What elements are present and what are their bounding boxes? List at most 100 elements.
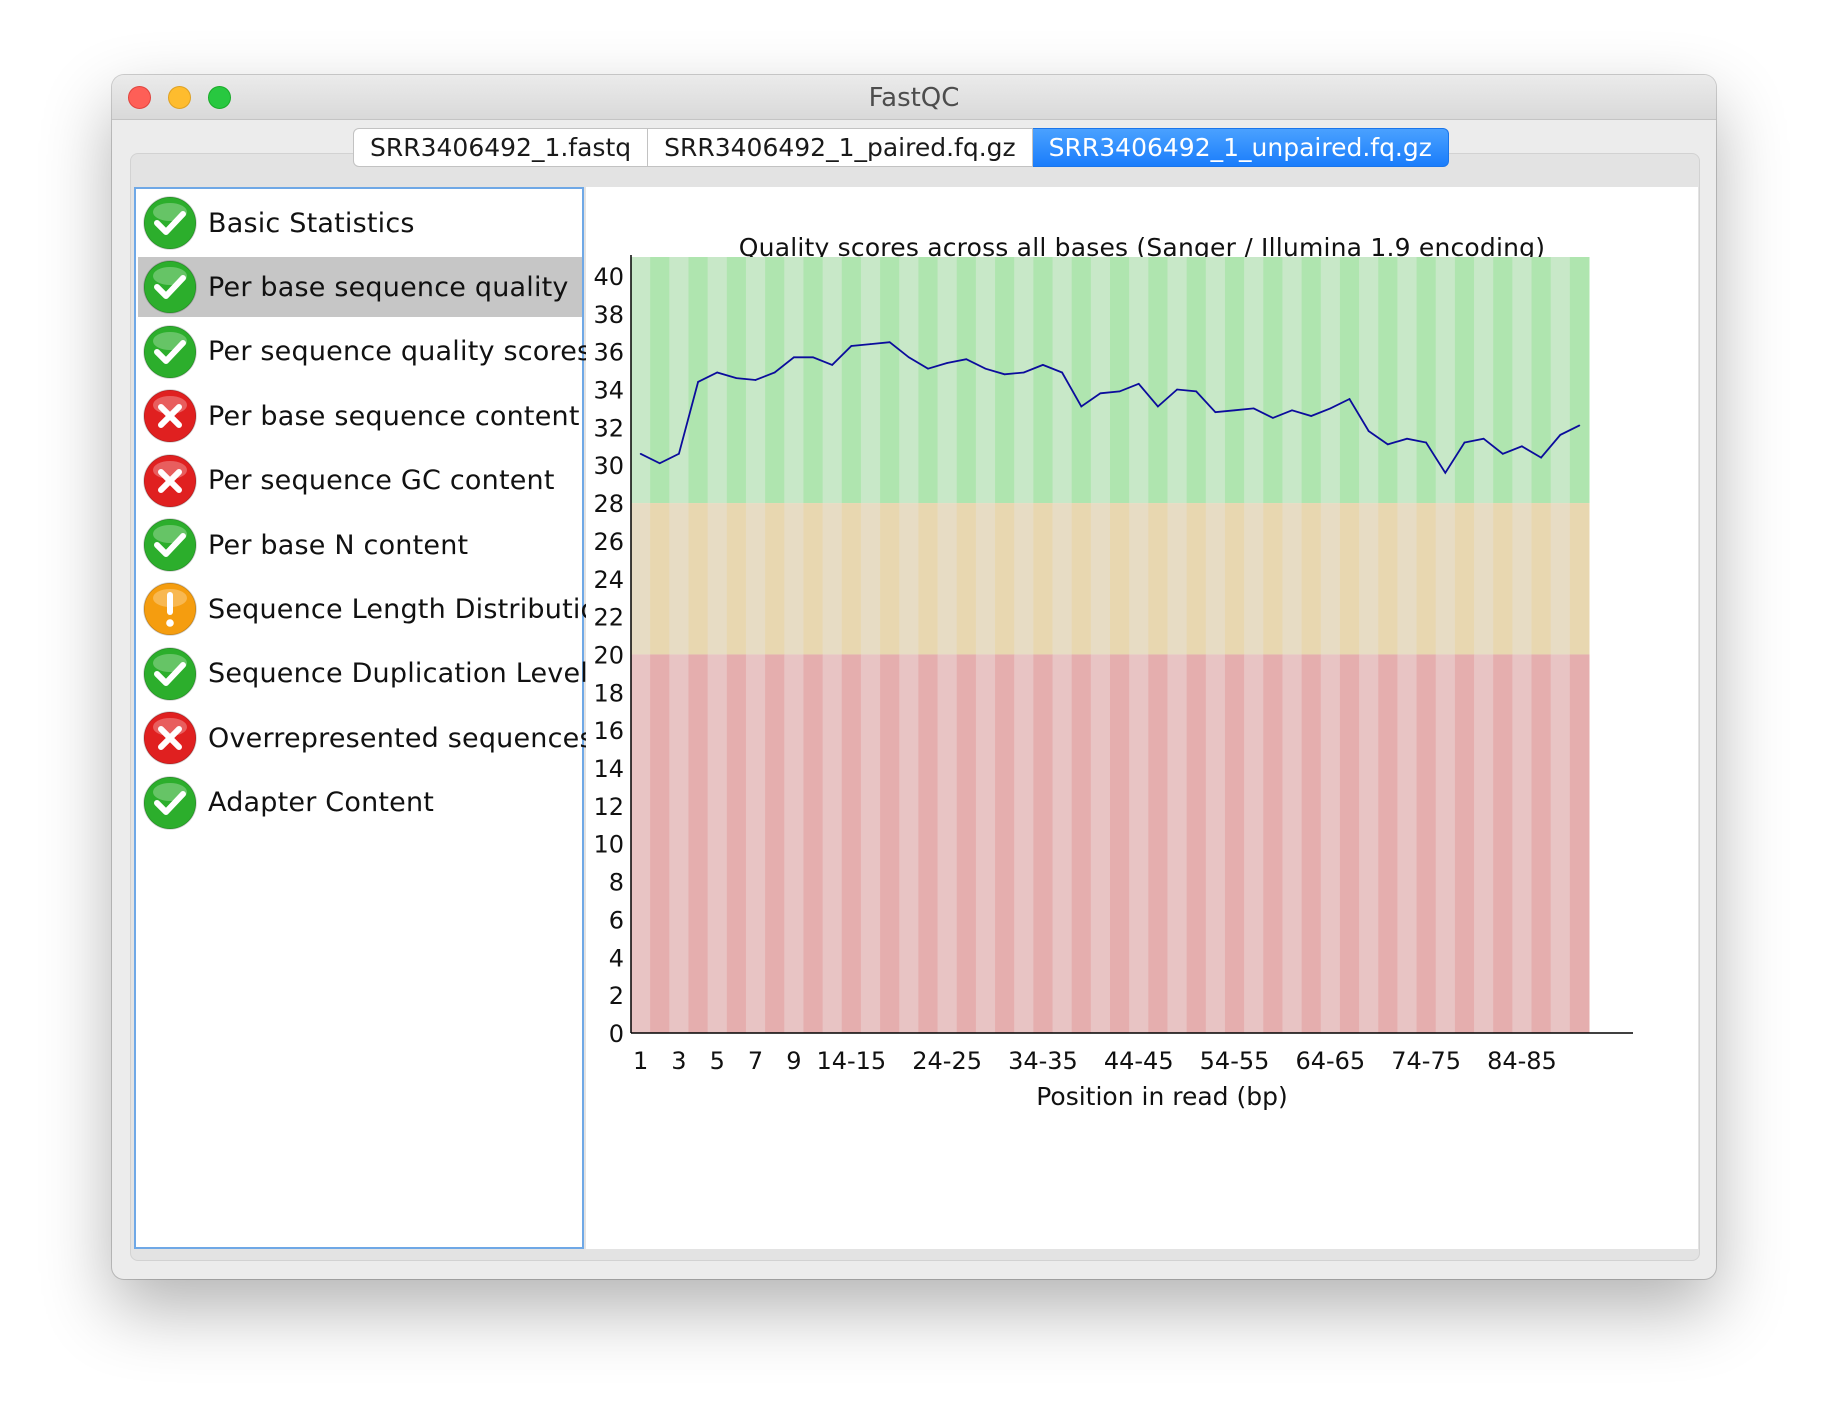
quality-band-warning [707, 503, 728, 655]
quality-band-good [1550, 257, 1571, 504]
tab-srr3406492-1-fastq[interactable]: SRR3406492_1.fastq [353, 128, 649, 167]
mean-quality-point [1559, 434, 1562, 436]
quality-band-poor [1224, 654, 1245, 1033]
quality-band-warning [1569, 503, 1590, 655]
quality-band-warning [1282, 503, 1303, 655]
x-tick-label: 7 [748, 1047, 763, 1075]
quality-band-good [1435, 257, 1456, 504]
quality-band-warning [1263, 503, 1283, 655]
module-item[interactable]: Per base sequence content [138, 386, 582, 446]
tab-srr3406492-1-paired[interactable]: SRR3406492_1_paired.fq.gz [648, 128, 1033, 167]
quality-band-good [803, 257, 824, 504]
quality-band-good [899, 257, 919, 504]
quality-band-poor [822, 654, 843, 1033]
mean-quality-point [1252, 407, 1255, 410]
quality-band-good [1454, 257, 1475, 504]
quality-band-poor [1474, 654, 1494, 1033]
module-item[interactable]: Adapter Content [138, 773, 582, 833]
quality-band-poor [1301, 654, 1322, 1033]
module-item[interactable]: Sequence Duplication Levels [138, 644, 602, 704]
quality-band-warning [918, 503, 939, 655]
pass-check-icon [143, 518, 197, 572]
mean-quality-point [1521, 445, 1523, 448]
quality-band-good [841, 257, 862, 504]
y-tick-label: 28 [593, 490, 624, 518]
quality-band-poor [1014, 654, 1034, 1033]
module-label: Sequence Duplication Levels [208, 658, 603, 690]
y-tick-label: 8 [609, 869, 624, 897]
x-tick-label: 74-75 [1391, 1047, 1461, 1075]
quality-band-poor [995, 654, 1015, 1033]
close-window-button[interactable] [128, 86, 151, 109]
quality-band-warning [1435, 503, 1456, 655]
quality-band-warning [631, 503, 651, 655]
module-item[interactable]: Per sequence GC content [138, 451, 582, 511]
minimize-window-button[interactable] [168, 86, 191, 109]
quality-band-good [1014, 257, 1034, 504]
quality-band-poor [1512, 654, 1533, 1033]
quality-band-poor [1129, 654, 1149, 1033]
quality-band-good [726, 257, 747, 504]
module-label: Per base sequence content [208, 400, 580, 432]
mean-quality-point [1061, 371, 1063, 374]
module-item[interactable]: Per sequence quality scores [138, 322, 591, 382]
x-tick-label: 3 [671, 1047, 686, 1075]
quality-band-good [1301, 257, 1322, 504]
mean-quality-point [716, 371, 719, 374]
quality-band-good [1129, 257, 1149, 504]
quality-band-poor [937, 654, 958, 1033]
quality-band-good [1071, 257, 1092, 504]
mean-quality-point [658, 462, 661, 465]
y-tick-label: 0 [609, 1020, 624, 1048]
quality-band-good [1359, 257, 1379, 504]
x-tick-label: 9 [786, 1047, 801, 1075]
quality-band-poor [765, 654, 785, 1033]
x-tick-label: 1 [633, 1047, 648, 1075]
quality-band-poor [899, 654, 919, 1033]
tab-srr3406492-1-unpaired[interactable]: SRR3406492_1_unpaired.fq.gz [1032, 128, 1449, 167]
module-item[interactable]: Sequence Length Distribution [138, 579, 614, 639]
quality-band-poor [1110, 654, 1130, 1033]
quality-band-poor [726, 654, 747, 1033]
quality-band-good [1186, 257, 1207, 504]
quality-band-warning [784, 503, 804, 655]
mean-quality-point [1176, 388, 1178, 391]
quality-band-poor [1167, 654, 1188, 1033]
module-item[interactable]: Per base N content [138, 515, 582, 575]
module-item[interactable]: Overrepresented sequences [138, 708, 594, 768]
quality-band-warning [841, 503, 862, 655]
x-axis-label: Position in read (bp) [1036, 1082, 1288, 1111]
module-label: Adapter Content [208, 787, 435, 819]
module-item[interactable]: Basic Statistics [138, 193, 582, 253]
mean-quality-point [1367, 430, 1370, 432]
quality-band-warning [1359, 503, 1379, 655]
quality-band-warning [745, 503, 766, 655]
y-tick-label: 24 [593, 566, 624, 594]
mean-quality-point [1080, 405, 1083, 408]
quality-band-warning [803, 503, 824, 655]
quality-band-warning [1186, 503, 1207, 655]
quality-band-good [1416, 257, 1437, 504]
mean-quality-point [812, 356, 814, 359]
quality-band-warning [650, 503, 670, 655]
quality-band-warning [1378, 503, 1398, 655]
quality-band-poor [1435, 654, 1456, 1033]
file-tabs: SRR3406492_1.fastq SRR3406492_1_paired.f… [353, 128, 1449, 167]
module-label: Basic Statistics [208, 207, 415, 239]
mean-quality-point [927, 367, 929, 370]
mean-quality-point [1387, 443, 1389, 446]
mean-quality-line [640, 341, 1580, 475]
mean-quality-point [735, 377, 738, 379]
quality-band-poor [1320, 654, 1341, 1033]
quality-band-poor [841, 654, 862, 1033]
quality-band-good [1512, 257, 1533, 504]
quality-band-warning [1244, 503, 1264, 655]
quality-band-warning [726, 503, 747, 655]
module-item[interactable]: Per base sequence quality [138, 257, 582, 318]
quality-band-poor [803, 654, 824, 1033]
zoom-window-button[interactable] [208, 86, 231, 109]
quality-band-poor [880, 654, 900, 1033]
quality-band-warning [1129, 503, 1149, 655]
quality-band-warning [1493, 503, 1513, 655]
